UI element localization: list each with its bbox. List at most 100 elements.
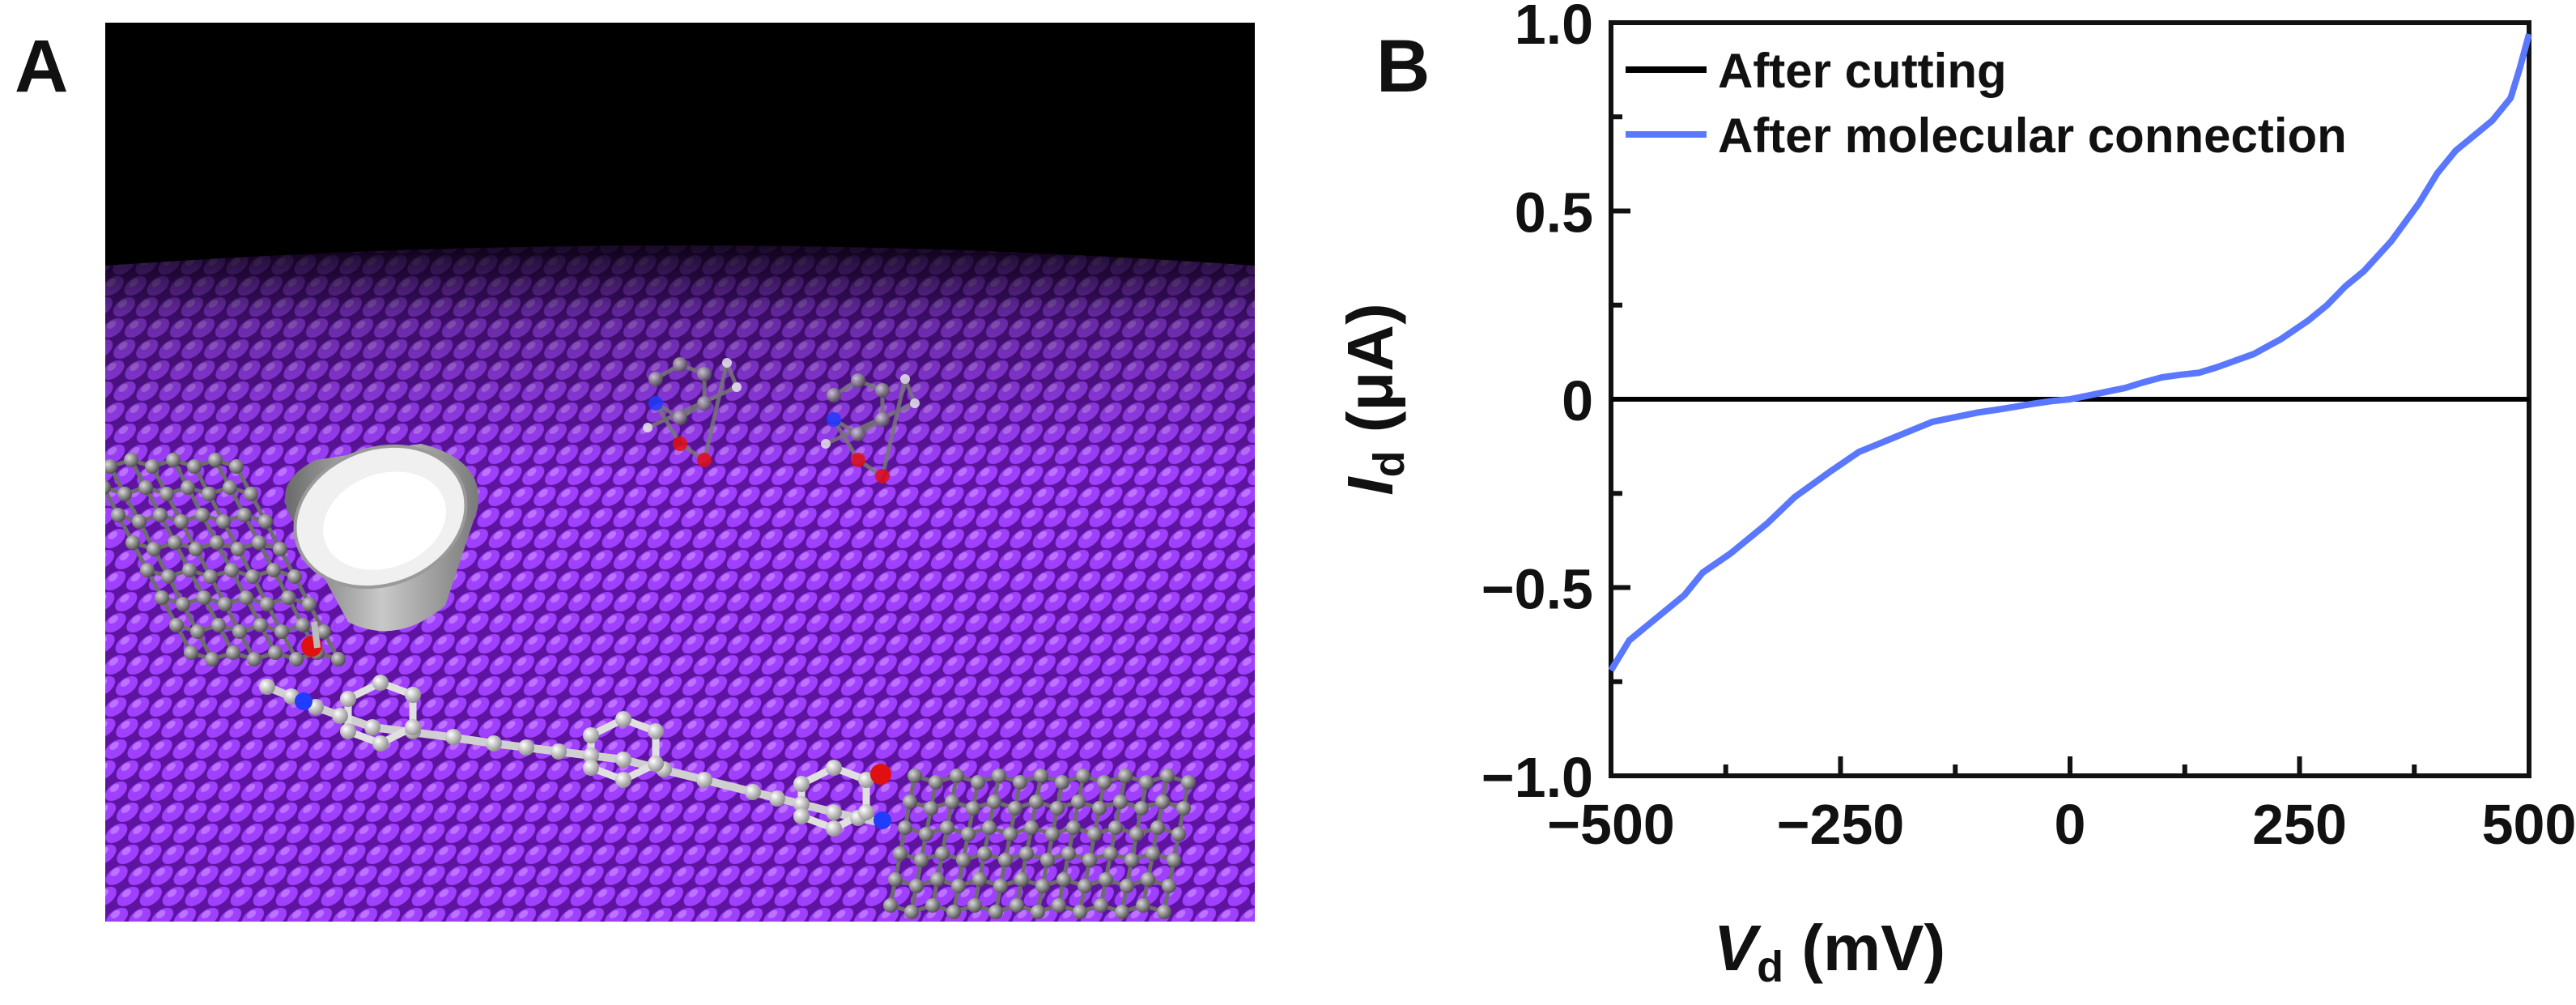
graphene-atom — [132, 514, 147, 529]
graphene-atom — [174, 514, 189, 529]
graphene-atom — [1108, 820, 1123, 835]
bridge-atom — [615, 752, 631, 768]
guest-atom — [851, 427, 865, 441]
graphene-atom — [147, 542, 161, 556]
guest-atom — [875, 383, 890, 398]
guest-atom — [875, 469, 890, 483]
graphene-atom — [274, 624, 289, 639]
graphene-atom — [1160, 769, 1175, 783]
guest-atom — [697, 396, 712, 411]
graphene-atom — [1162, 879, 1176, 893]
graphene-atom — [924, 801, 938, 815]
graphene-atom — [208, 453, 223, 467]
x-tick-label: 250 — [2252, 793, 2347, 856]
graphene-atom — [190, 624, 205, 639]
bridge-atom — [826, 804, 842, 820]
graphene-atom — [239, 590, 253, 605]
molecular-junction-illustration — [105, 23, 1255, 922]
guest-atom — [851, 453, 865, 467]
graphene-atom — [1071, 794, 1086, 809]
graphene-atom — [1061, 846, 1076, 861]
graphene-atom — [229, 459, 244, 474]
graphene-atom — [140, 563, 155, 577]
graphene-atom — [166, 453, 181, 467]
legend-label: After molecular connection — [1718, 109, 2347, 163]
graphene-atom — [1146, 846, 1160, 861]
bridge-atom — [372, 675, 389, 691]
graphene-atom — [893, 846, 908, 861]
graphene-atom — [125, 535, 140, 550]
graphene-atom — [317, 624, 331, 639]
graphene-atom — [1167, 853, 1181, 867]
graphene-atom — [1055, 775, 1069, 790]
chart-series — [1608, 32, 2532, 672]
graphene-atom — [210, 535, 224, 550]
graphene-atom — [260, 597, 274, 611]
graphene-atom — [919, 827, 933, 841]
guest-atom — [673, 357, 687, 372]
x-tick-label: 500 — [2482, 793, 2576, 856]
graphene-atom — [252, 535, 266, 550]
graphene-atom — [977, 846, 992, 861]
graphene-atom — [287, 569, 302, 584]
graphene-atom — [914, 853, 929, 867]
graphene-atom — [883, 898, 898, 913]
graphene-atom — [1124, 853, 1139, 867]
graphene-atom — [224, 563, 239, 577]
graphene-atom — [176, 597, 190, 611]
graphene-atom — [1008, 801, 1022, 815]
graphene-atom — [987, 794, 1001, 809]
graphene-atom — [216, 514, 231, 529]
graphene-atom — [898, 820, 912, 835]
bridge-atom — [793, 808, 810, 824]
graphene-atom — [925, 898, 940, 913]
graphene-atom — [956, 853, 971, 867]
guest-atom — [851, 373, 865, 388]
graphene-atom — [244, 487, 258, 501]
bridge-atom — [648, 756, 664, 772]
graphene-atom — [247, 652, 261, 666]
guest-atom — [827, 412, 841, 427]
graphene-atom — [1010, 898, 1024, 913]
chart-ticks: −500 −250 0 250 500 −1.0 −0.5 0 0.5 1.0 — [1481, 0, 2576, 856]
graphene-atom — [1024, 820, 1039, 835]
y-tick-label: 1.0 — [1515, 0, 1593, 56]
guest-atom — [827, 388, 841, 402]
panel-label-b: B — [1376, 25, 1430, 108]
panel-label-a: A — [15, 25, 69, 108]
graphene-atom — [971, 775, 985, 790]
graphene-atom — [1019, 846, 1034, 861]
graphene-atom — [202, 487, 216, 501]
bridge-atom — [793, 776, 810, 792]
graphene-atom — [159, 487, 174, 501]
graphene-atom — [930, 872, 945, 887]
guest-atom — [910, 398, 920, 408]
legend-label: After cutting — [1718, 44, 2007, 98]
graphene-atom — [1097, 775, 1112, 790]
bridge-atom — [793, 796, 810, 812]
graphene-atom — [1141, 872, 1155, 887]
graphene-atom — [998, 853, 1013, 867]
graphene-atom — [1171, 827, 1186, 841]
graphene-atom — [1118, 769, 1133, 783]
molecular-bridge — [259, 636, 891, 837]
graphene-atom — [967, 898, 982, 913]
graphene-atom — [1082, 853, 1097, 867]
y-tick-label: 0.5 — [1515, 181, 1593, 245]
graphene-atom — [1176, 801, 1191, 815]
graphene-atom — [950, 769, 964, 783]
bridge-atom — [648, 723, 664, 739]
graphene-atom — [237, 508, 252, 522]
graphene-atom — [1120, 879, 1134, 893]
x-tick-label: −500 — [1547, 793, 1675, 856]
bridge-atom — [615, 711, 631, 727]
graphene-atom — [155, 590, 169, 605]
graphene-atom — [1139, 775, 1154, 790]
graphene-atom — [205, 652, 219, 666]
graphene-atom — [1066, 820, 1081, 835]
y-tick-label: −0.5 — [1481, 558, 1593, 621]
graphene-atom — [189, 542, 203, 556]
host-macrocycle-cup — [285, 444, 479, 649]
guest-atom — [900, 374, 910, 384]
graphene-atom — [929, 775, 943, 790]
